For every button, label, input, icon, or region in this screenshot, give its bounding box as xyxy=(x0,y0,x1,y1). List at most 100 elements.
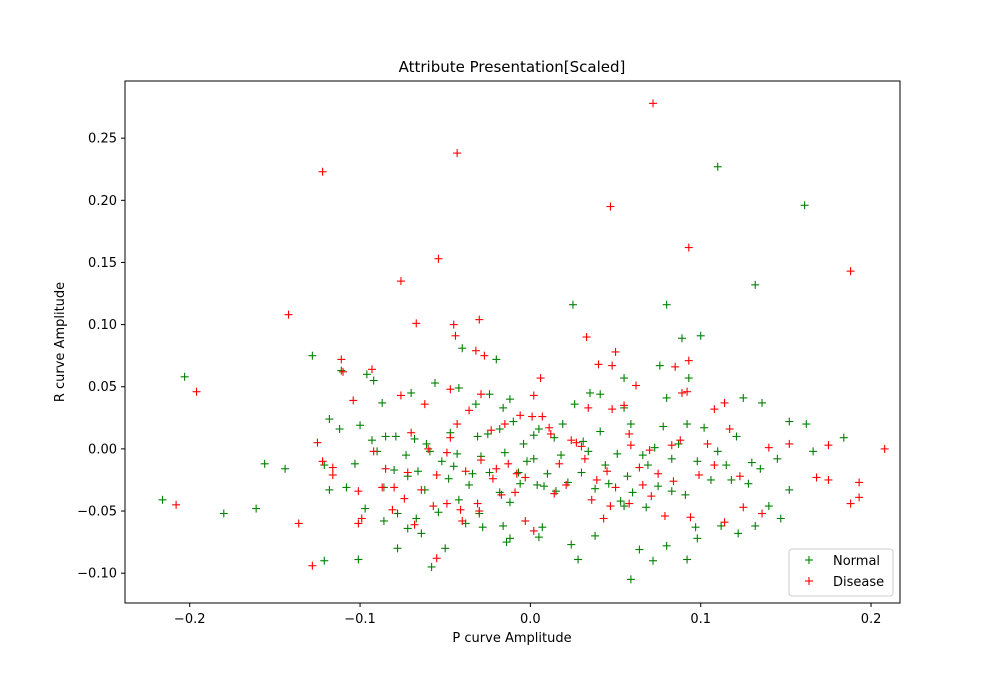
point-normal xyxy=(422,439,431,448)
point-normal xyxy=(516,479,525,488)
point-disease xyxy=(512,469,521,478)
point-disease xyxy=(516,411,525,420)
point-disease xyxy=(647,492,656,501)
point-normal xyxy=(591,531,600,540)
point-normal xyxy=(367,436,376,445)
plot-marks xyxy=(158,99,889,584)
point-disease xyxy=(562,480,571,489)
point-normal xyxy=(499,521,508,530)
point-normal xyxy=(158,495,167,504)
point-disease xyxy=(434,254,443,263)
point-normal xyxy=(642,503,651,512)
point-normal xyxy=(776,514,785,523)
point-normal xyxy=(403,524,412,533)
point-disease xyxy=(475,507,484,516)
point-normal xyxy=(732,432,741,441)
point-normal xyxy=(626,420,635,429)
point-normal xyxy=(492,355,501,364)
legend-label-normal: Normal xyxy=(833,554,880,569)
point-disease xyxy=(758,509,767,518)
point-disease xyxy=(677,388,686,397)
point-normal xyxy=(727,475,736,484)
point-normal xyxy=(427,562,436,571)
point-disease xyxy=(812,473,821,482)
point-disease xyxy=(388,505,397,514)
point-normal xyxy=(465,480,474,489)
point-normal xyxy=(693,534,702,543)
point-normal xyxy=(252,504,261,513)
point-disease xyxy=(695,470,704,479)
point-disease xyxy=(480,351,489,360)
point-disease xyxy=(294,519,303,528)
point-disease xyxy=(529,526,538,535)
point-normal xyxy=(502,538,511,547)
point-disease xyxy=(367,365,376,374)
point-disease xyxy=(676,436,685,445)
point-disease xyxy=(521,473,530,482)
point-normal xyxy=(800,201,809,210)
point-disease xyxy=(686,513,695,522)
point-disease xyxy=(407,428,416,437)
y-tick-label: −0.05 xyxy=(77,505,117,520)
point-normal xyxy=(458,344,467,353)
point-normal xyxy=(667,487,676,496)
point-disease xyxy=(172,500,181,509)
point-normal xyxy=(505,395,514,404)
point-disease xyxy=(403,468,412,477)
point-disease xyxy=(684,356,693,365)
point-disease xyxy=(475,315,484,324)
point-disease xyxy=(785,439,794,448)
point-normal xyxy=(529,454,538,463)
point-normal xyxy=(320,556,329,565)
y-tick-label: 0.25 xyxy=(88,132,117,147)
point-normal xyxy=(584,447,593,456)
point-normal xyxy=(706,475,715,484)
point-normal xyxy=(751,521,760,530)
point-disease xyxy=(339,367,348,376)
point-normal xyxy=(802,420,811,429)
legend-marker-normal xyxy=(805,556,813,564)
point-normal xyxy=(485,468,494,477)
point-disease xyxy=(606,202,615,211)
point-normal xyxy=(514,468,523,477)
point-normal xyxy=(739,393,748,402)
point-disease xyxy=(473,499,482,508)
point-disease xyxy=(739,503,748,512)
point-disease xyxy=(608,361,617,370)
point-normal xyxy=(613,449,622,458)
point-disease xyxy=(497,490,506,499)
point-normal xyxy=(691,523,700,532)
x-tick-label: 0.2 xyxy=(861,612,882,627)
point-normal xyxy=(379,516,388,525)
point-disease xyxy=(550,489,559,498)
point-disease xyxy=(308,561,317,570)
point-normal xyxy=(335,425,344,433)
point-disease xyxy=(626,441,635,450)
point-disease xyxy=(635,463,644,472)
point-normal xyxy=(654,482,663,491)
point-normal xyxy=(485,390,494,399)
point-disease xyxy=(631,381,640,390)
point-normal xyxy=(773,454,782,463)
point-disease xyxy=(725,425,734,433)
point-normal xyxy=(681,490,690,499)
point-normal xyxy=(449,462,458,471)
point-normal xyxy=(529,431,538,440)
point-normal xyxy=(734,529,743,538)
point-disease xyxy=(587,495,596,504)
point-disease xyxy=(337,355,346,364)
point-disease xyxy=(608,405,617,414)
point-normal xyxy=(543,469,552,478)
point-disease xyxy=(424,444,433,453)
point-normal xyxy=(519,439,528,448)
point-normal xyxy=(596,390,605,399)
point-disease xyxy=(412,319,421,328)
y-axis-label: R curve Amplitude xyxy=(53,282,68,402)
chart-title: Attribute Presentation[Scaled] xyxy=(399,58,626,76)
point-normal xyxy=(616,497,625,506)
point-disease xyxy=(720,398,729,407)
point-normal xyxy=(568,300,577,309)
x-tick-label: −0.1 xyxy=(344,612,376,627)
point-disease xyxy=(592,475,601,484)
point-disease xyxy=(328,463,337,472)
